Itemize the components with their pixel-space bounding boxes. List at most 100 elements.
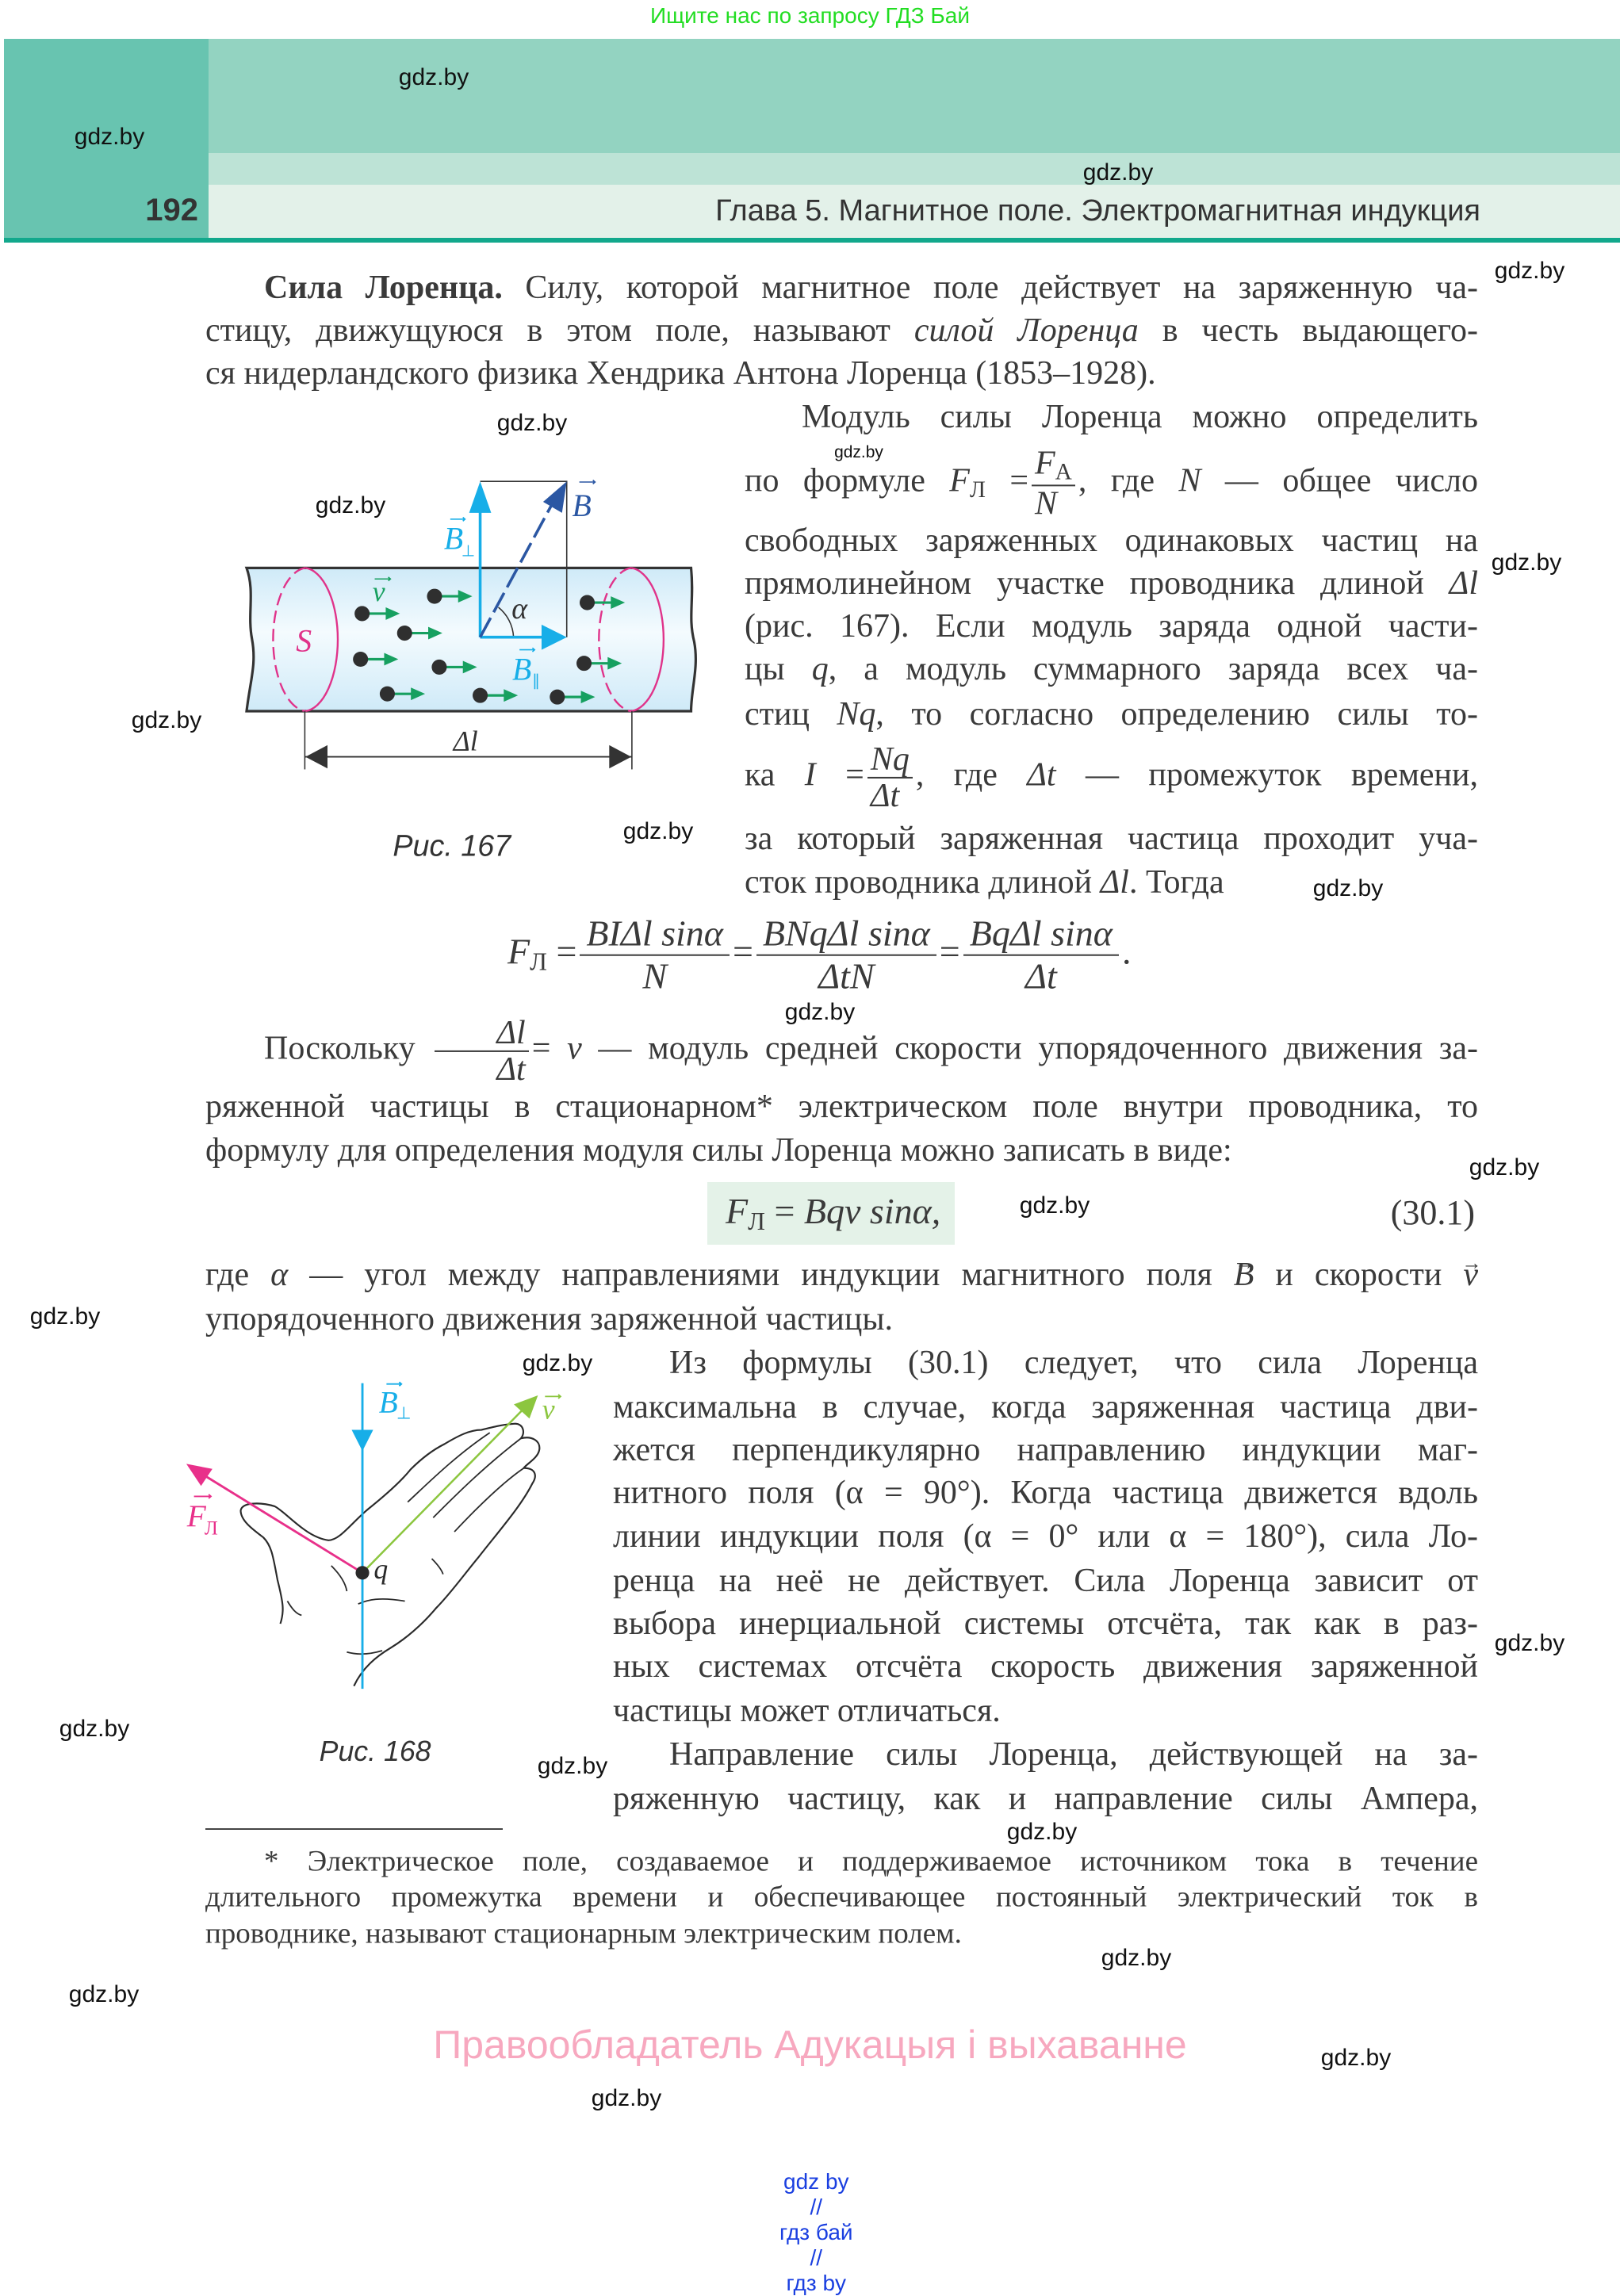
math: N (1178, 462, 1201, 499)
text: — промежуток времени, (1055, 756, 1478, 794)
text-line: (рис. 167). Если модуль заряда одной час… (745, 608, 1478, 645)
lorentz-derivation-formula: FЛ = BIΔl sinα N = BNqΔl sinα ΔtN = BqΔl sinα Δt… (507, 913, 1131, 998)
math: Nq (837, 696, 876, 733)
text-line: сток проводника длиной Δl. Тогда (745, 861, 1224, 904)
velocity-arrowhead (611, 596, 626, 609)
charge-q (355, 1566, 370, 1580)
footer-links: gdz by // гдз бай // гдз by (0, 2144, 1620, 2296)
watermark: gdz.by (522, 1350, 593, 1376)
watermark: gdz.by (1101, 1945, 1172, 1971)
label-delta-l: Δl (452, 725, 478, 757)
velocity-arrowhead (458, 590, 473, 603)
math: BNqΔl sinα (762, 913, 930, 954)
text-line: ся нидерландского физика Хендрика Антона… (205, 355, 1156, 392)
header-low-band (209, 185, 1620, 238)
watermark: gdz.by (398, 64, 469, 90)
math: = (939, 931, 960, 972)
watermark: gdz.by (784, 999, 856, 1025)
text-line: прямолинейном участке проводника длиной … (745, 562, 1478, 605)
footnote-rule (205, 1828, 503, 1830)
parallelogram-lines (480, 480, 568, 637)
footer-separator: // (810, 2195, 823, 2219)
math: F (726, 1190, 749, 1231)
watermark: gdz.by (1006, 1819, 1078, 1845)
math: = (556, 931, 577, 972)
watermark: gdz.by (834, 443, 883, 461)
math: = (1009, 462, 1029, 499)
footnote-line: проводнике, называют стационарным электр… (205, 1917, 962, 1950)
formula-number: (30.1) (1390, 1193, 1475, 1232)
text: , то согласно определению силы то- (875, 696, 1479, 733)
text: , а модуль суммарного заряда всех ча- (828, 651, 1478, 687)
text-line: ренца на неё не действует. Сила Лоренца … (613, 1563, 1478, 1599)
text-line: ряженную частицу, как и направление силы… (613, 1781, 1478, 1817)
figure-caption: Рис. 168 (320, 1735, 431, 1767)
vector-b: B (1234, 1253, 1254, 1296)
charge-carrier (579, 595, 596, 610)
velocity-arrowhead (514, 1395, 538, 1419)
top-banner[interactable]: Ищите нас по запросу ГДЗ Бай (649, 3, 971, 28)
text-line: ка I = Nq Δt, где Δt — промежуток времени, (745, 742, 1478, 813)
math: Л (530, 947, 547, 976)
watermark: gdz.by (315, 492, 386, 519)
math: BqΔl sinα (969, 913, 1113, 954)
text: стиц (745, 696, 837, 733)
math: А (1055, 459, 1072, 485)
text: где (205, 1257, 271, 1293)
velocity-vector (362, 1407, 525, 1574)
fraction: BNqΔl sinα ΔtN (756, 913, 936, 998)
footer-link[interactable]: гдз by (786, 2271, 847, 2295)
header-top-band (209, 39, 1620, 153)
math: v (567, 1030, 582, 1067)
label-v: v (542, 1393, 555, 1425)
b-par-arrowhead (541, 624, 567, 650)
copyright-notice: Правообладатель Адукацыя і выхаванне (433, 2022, 1187, 2067)
text-line: упорядоченного движения заряженной части… (205, 1301, 894, 1337)
text-line: стицу, движущуюся в этом поле, называют … (205, 309, 1478, 352)
watermark: gdz.by (1491, 549, 1562, 576)
math: . (1121, 931, 1132, 972)
text: стицу, движущуюся в этом поле, называют (205, 312, 914, 349)
footer-link[interactable]: гдз бай (779, 2220, 853, 2244)
math: Nq (870, 740, 910, 778)
force-vector (203, 1474, 363, 1575)
vector-arrow-mark (374, 576, 392, 582)
text-line: нитного поля (α = 90°). Когда частица дв… (613, 1475, 1478, 1511)
charge-carrier (427, 588, 442, 604)
text-line: по формуле FЛ = FА N, где N — общее число (745, 446, 1478, 521)
text-line: Поскольку Δl Δt = v — модуль средней скоро… (205, 1016, 1478, 1087)
charge-carrier (396, 626, 412, 641)
text: , где (1078, 462, 1179, 499)
force-arrowhead (186, 1464, 213, 1487)
vector-arrow-mark (450, 516, 466, 522)
text-line: ных системах отсчёта скорость движения з… (613, 1648, 1478, 1685)
velocity-arrowhead (384, 652, 399, 666)
header-mid-band (209, 153, 1620, 185)
text: . Тогда (1128, 864, 1224, 901)
label-b-perp-sub: ⊥ (461, 543, 475, 561)
dimension-arrow-left (305, 744, 327, 769)
label-b: B (572, 488, 591, 523)
charge-carrier (379, 686, 395, 702)
watermark: gdz.by (131, 707, 202, 733)
text-line: цы q, а модуль суммарного заряда всех ча… (745, 648, 1478, 691)
text: Поскольку (264, 1030, 432, 1067)
label-b-perp: B (379, 1385, 398, 1419)
term-emphasis: силой Лоренца (913, 312, 1139, 349)
watermark: gdz.by (1019, 1192, 1090, 1219)
vector-arrow-mark (519, 647, 536, 652)
math: Δl (1449, 565, 1478, 602)
math: = (732, 931, 753, 972)
footer-link[interactable]: gdz by (783, 2169, 849, 2194)
label-v: v (373, 576, 385, 607)
text-line: Сила Лоренца. Силу, которой магнитное по… (205, 266, 1478, 309)
watermark: gdz.by (1494, 258, 1565, 284)
cross-section-left-hidden (272, 567, 306, 713)
footnote-line: * Электрическое поле, создаваемое и подд… (264, 1845, 1478, 1878)
vector-arrow-mark (579, 479, 596, 484)
velocity-arrowhead (580, 691, 596, 704)
velocity-arrowhead (504, 689, 519, 702)
text-line: за который заряженная частица проходит у… (745, 821, 1478, 857)
math: Л (969, 476, 986, 503)
header-side-block (4, 39, 209, 238)
